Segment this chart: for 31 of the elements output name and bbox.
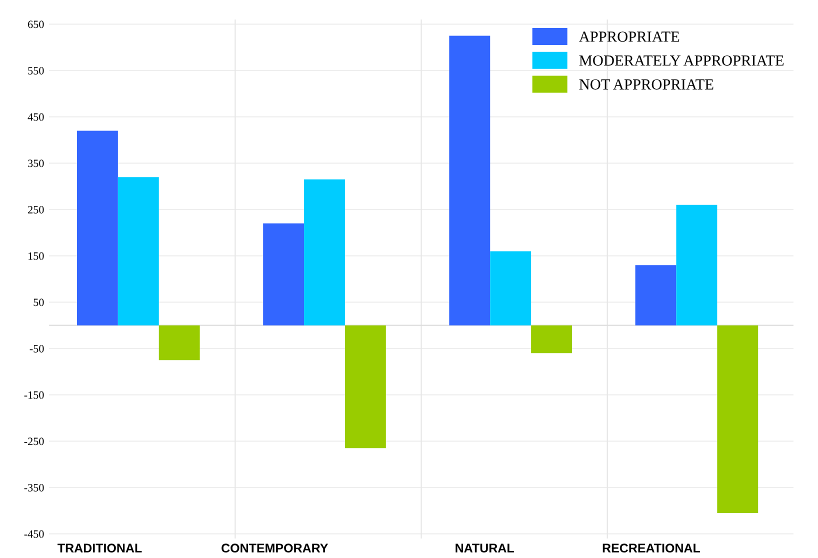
bar [531, 325, 572, 354]
y-tick-label: 350 [28, 160, 44, 168]
y-tick-label: 450 [28, 113, 44, 121]
legend-label: MODERATELY APPROPRIATE [579, 55, 784, 66]
legend-label: APPROPRIATE [579, 32, 680, 42]
y-tick-label: -150 [24, 391, 44, 399]
y-tick-label: 550 [28, 66, 44, 74]
y-tick-label: 650 [28, 20, 44, 28]
bar [304, 179, 345, 326]
legend-label: NOT APPROPRIATE [579, 79, 714, 90]
bar [76, 130, 118, 326]
x-tick-label: CONTEMPORARY [222, 544, 328, 553]
y-tick-label: 50 [34, 298, 44, 306]
x-tick-label: NATURAL [456, 544, 514, 553]
y-tick-label: 150 [28, 252, 44, 260]
y-tick-label: -350 [24, 484, 44, 492]
x-tick-label: TRADITIONAL [58, 544, 142, 553]
bar [490, 251, 532, 326]
bar [158, 325, 200, 360]
bar [344, 325, 386, 448]
bar [118, 177, 159, 326]
bar [635, 265, 676, 326]
x-tick-label: RECREATIONAL [602, 544, 700, 553]
bar [676, 204, 718, 326]
bar [449, 36, 490, 326]
y-tick-label: -450 [24, 530, 44, 538]
y-tick-label: 250 [28, 206, 44, 214]
bar [717, 325, 758, 513]
y-tick-label: -250 [24, 438, 44, 446]
bar [263, 223, 304, 326]
y-tick-label: -50 [30, 344, 44, 352]
